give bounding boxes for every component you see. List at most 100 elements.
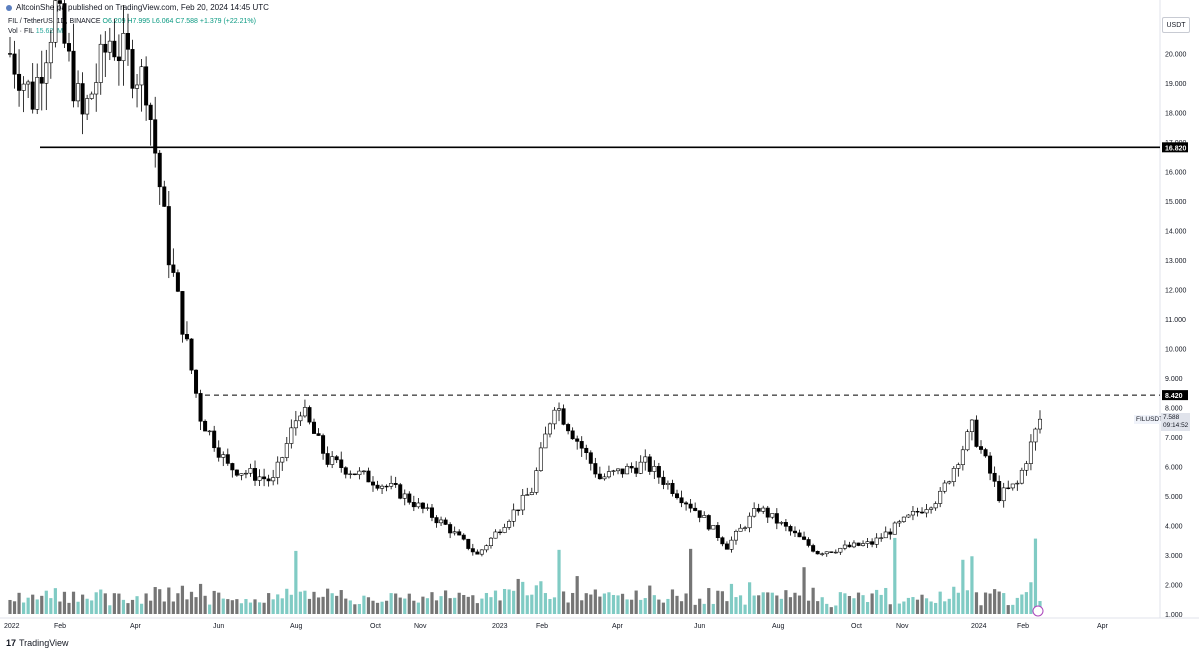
candle-body	[53, 0, 58, 43]
volume-bar	[99, 589, 103, 614]
volume-bar	[634, 590, 638, 614]
candle-body	[148, 104, 153, 120]
y-tick-label: 5.000	[1165, 494, 1183, 501]
candle-body	[629, 466, 634, 469]
candle-body	[979, 446, 984, 450]
volume-bar	[956, 592, 960, 614]
tradingview-footer[interactable]: 17 TradingView	[6, 638, 69, 648]
candle-body	[879, 537, 884, 539]
volume-bar	[8, 599, 12, 614]
legend-change: +1.379 (+22.21%)	[199, 18, 256, 25]
candle-body	[743, 527, 748, 529]
volume-bar	[226, 599, 230, 614]
volume-bar	[843, 593, 847, 614]
volume-label[interactable]: Vol · FIL	[8, 28, 34, 35]
candle-body	[76, 83, 81, 102]
volume-bar	[53, 588, 57, 614]
volume-bar	[475, 603, 479, 614]
volume-bar	[666, 598, 670, 614]
candle-body	[765, 507, 770, 518]
volume-bar	[353, 604, 357, 614]
candle-body	[656, 466, 661, 478]
volume-bar	[847, 595, 852, 614]
volume-bar	[466, 596, 470, 614]
volume-bar	[1015, 597, 1019, 614]
candle-body	[915, 511, 920, 513]
volume-bar	[829, 607, 833, 614]
candle-body	[325, 453, 330, 465]
volume-bar	[788, 597, 793, 614]
candle-body	[461, 534, 466, 540]
volume-bar	[1033, 538, 1038, 614]
volume-bar	[85, 598, 89, 614]
volume-bar	[267, 593, 271, 614]
volume-bar	[725, 601, 729, 614]
level-price-tag	[1162, 142, 1188, 153]
volume-bar	[321, 596, 325, 614]
volume-bar	[584, 593, 588, 614]
volume-bar	[906, 597, 911, 614]
volume-bar	[816, 601, 820, 614]
candle-body	[393, 483, 398, 485]
volume-bar	[117, 593, 121, 614]
candle-body	[965, 431, 970, 451]
candle-body	[920, 511, 925, 514]
candle-body	[35, 77, 40, 110]
x-tick-label: 2022	[4, 623, 20, 630]
volume-bar	[1024, 592, 1028, 614]
volume-bar	[552, 597, 557, 614]
volume-bar	[516, 578, 520, 614]
candle-body	[924, 509, 929, 514]
candle-body	[402, 493, 407, 499]
candle-body	[207, 430, 212, 433]
candle-body	[779, 522, 784, 524]
candle-body	[411, 502, 416, 508]
volume-bar	[738, 595, 743, 614]
currency-badge[interactable]: USDT	[1162, 17, 1190, 33]
tradingview-logo-icon: 17	[6, 638, 17, 648]
y-tick-label: 20.000	[1165, 52, 1187, 59]
candle-body	[216, 447, 221, 458]
candle-body	[44, 62, 49, 84]
candle-body	[316, 433, 321, 436]
volume-bar	[988, 593, 992, 614]
volume-bar	[149, 600, 153, 614]
volume-bar	[689, 548, 693, 614]
y-tick-label: 7.000	[1165, 435, 1183, 442]
volume-bar	[575, 576, 579, 614]
volume-bar	[861, 595, 865, 614]
volume-bar	[375, 602, 380, 614]
x-tick-label: Oct	[851, 623, 862, 630]
volume-bar	[434, 600, 439, 614]
candle-body	[425, 507, 430, 509]
volume-bar	[802, 567, 806, 614]
volume-bar	[366, 597, 371, 614]
candle-body	[107, 40, 112, 53]
volume-bar	[743, 604, 747, 614]
candle-body	[398, 484, 403, 499]
level-price-label: 16.820	[1165, 145, 1187, 152]
x-tick-label: Aug	[772, 623, 785, 630]
candle-body	[103, 43, 108, 53]
volume-bar	[453, 597, 457, 614]
volume-bar	[1020, 594, 1024, 614]
volume-bar	[344, 598, 348, 614]
level-price-label: 8.420	[1165, 393, 1183, 400]
candle-body	[39, 77, 44, 84]
candle-body	[761, 507, 766, 512]
candle-body	[48, 41, 53, 64]
volume-bar	[139, 603, 144, 614]
volume-bar	[884, 587, 888, 614]
candle-body	[593, 463, 598, 475]
volume-bar	[507, 589, 511, 614]
x-tick-label: Nov	[414, 623, 427, 630]
candle-body	[1010, 483, 1015, 489]
volume-bar	[294, 550, 298, 614]
volume-bar	[489, 597, 493, 614]
volume-bar	[593, 589, 597, 614]
candle-body	[597, 473, 602, 480]
volume-bar	[589, 594, 593, 614]
y-tick-label: 10.000	[1165, 347, 1187, 354]
volume-bar	[675, 595, 679, 614]
